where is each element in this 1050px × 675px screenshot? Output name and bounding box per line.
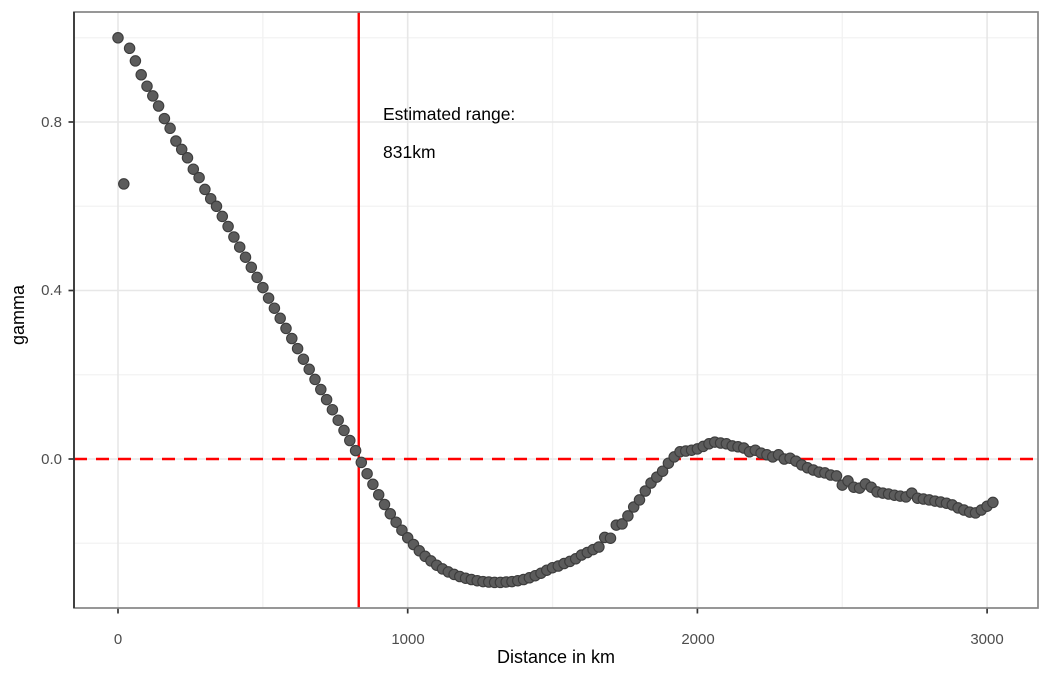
data-point (233, 241, 246, 253)
data-point (297, 353, 310, 365)
data-point (158, 112, 171, 125)
data-point (309, 373, 321, 386)
data-point (199, 183, 211, 196)
data-point (147, 90, 159, 102)
data-point (291, 342, 304, 355)
data-point (604, 532, 617, 544)
y-tick-label-0.4: 0.4 (41, 282, 62, 299)
data-point (384, 508, 397, 520)
data-point (135, 69, 147, 81)
data-point (390, 516, 402, 528)
data-point (187, 163, 200, 175)
x-tick-label-1000: 1000 (391, 631, 424, 648)
estimated-range-annotation-line2: 831km (383, 142, 436, 162)
data-point (286, 332, 298, 345)
data-point (361, 467, 373, 480)
data-point (639, 485, 652, 497)
data-point (170, 135, 182, 147)
data-point (355, 456, 368, 469)
x-axis-title: Distance in km (497, 647, 615, 667)
data-point (349, 444, 362, 457)
data-point (245, 261, 258, 274)
axis-tick-marks (68, 121, 988, 614)
data-point (112, 32, 124, 44)
data-point (175, 143, 188, 156)
estimated-range-annotation-line1: Estimated range: (383, 104, 515, 124)
data-point (181, 152, 194, 164)
data-point (987, 496, 999, 509)
panel-border (73, 11, 1039, 609)
data-point (118, 178, 130, 190)
x-tick-label-3000: 3000 (970, 631, 1003, 648)
gridlines (74, 12, 1038, 608)
x-tick-label-0: 0 (114, 631, 122, 648)
data-point (274, 312, 286, 325)
data-point (320, 393, 333, 406)
data-point (222, 220, 234, 233)
data-point (344, 434, 356, 447)
data-point (164, 122, 176, 135)
data-point (262, 292, 275, 304)
data-point (228, 231, 240, 243)
data-point (251, 271, 263, 284)
data-point (303, 363, 315, 376)
data-point (268, 302, 281, 314)
y-tick-label-0.8: 0.8 (41, 114, 62, 131)
data-point (338, 424, 350, 437)
data-point (372, 489, 385, 501)
data-point (332, 414, 344, 426)
data-point (633, 494, 646, 506)
data-point (239, 251, 252, 263)
x-tick-label-2000: 2000 (681, 631, 714, 648)
data-point (830, 470, 843, 482)
data-point (616, 518, 628, 530)
data-point (193, 171, 205, 184)
data-point (280, 322, 292, 335)
data-point (204, 192, 217, 205)
data-point (396, 524, 408, 536)
data-point (622, 510, 634, 522)
data-point (326, 403, 339, 416)
data-point (210, 200, 223, 213)
scatter-points (112, 32, 999, 589)
data-point (257, 281, 269, 294)
data-point (367, 478, 379, 491)
data-point (123, 42, 136, 55)
reference-lines (74, 12, 1038, 608)
data-point (141, 80, 153, 92)
data-point (129, 55, 142, 67)
y-tick-label-0.0: 0.0 (41, 451, 62, 468)
y-axis-title: gamma (8, 284, 28, 345)
data-point (216, 210, 229, 223)
data-point (152, 100, 165, 112)
data-point (593, 541, 605, 553)
data-point (315, 383, 327, 396)
data-point (378, 498, 391, 511)
data-point (656, 465, 669, 477)
